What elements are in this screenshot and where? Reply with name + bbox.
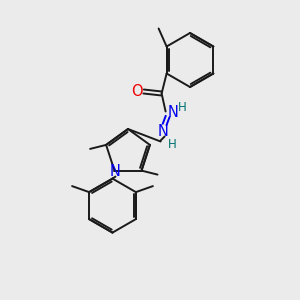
- Text: N: N: [110, 164, 121, 179]
- Text: H: H: [168, 138, 177, 151]
- Text: N: N: [157, 124, 168, 139]
- Text: O: O: [131, 84, 142, 99]
- Text: H: H: [178, 101, 186, 114]
- Text: N: N: [168, 105, 178, 120]
